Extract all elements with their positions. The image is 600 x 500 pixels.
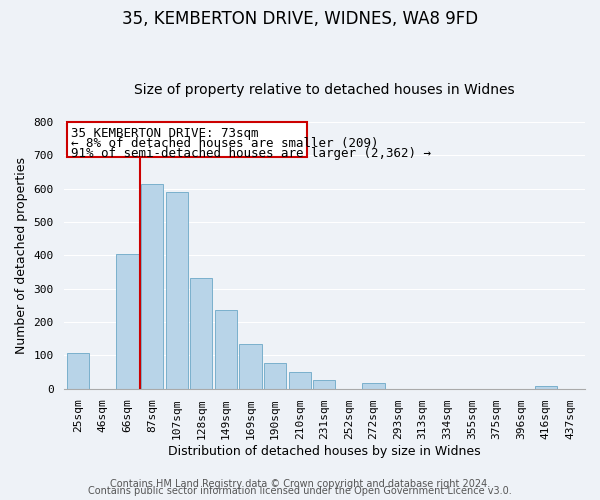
Text: ← 8% of detached houses are smaller (209): ← 8% of detached houses are smaller (209…	[71, 137, 379, 150]
Text: 35, KEMBERTON DRIVE, WIDNES, WA8 9FD: 35, KEMBERTON DRIVE, WIDNES, WA8 9FD	[122, 10, 478, 28]
Bar	[215, 310, 237, 388]
Text: 35 KEMBERTON DRIVE: 73sqm: 35 KEMBERTON DRIVE: 73sqm	[71, 127, 259, 140]
X-axis label: Distribution of detached houses by size in Widnes: Distribution of detached houses by size …	[168, 444, 481, 458]
Y-axis label: Number of detached properties: Number of detached properties	[15, 157, 28, 354]
Title: Size of property relative to detached houses in Widnes: Size of property relative to detached ho…	[134, 83, 515, 97]
Bar	[190, 278, 212, 388]
Bar	[313, 380, 335, 388]
Bar	[535, 386, 557, 388]
Bar	[289, 372, 311, 388]
Text: Contains public sector information licensed under the Open Government Licence v3: Contains public sector information licen…	[88, 486, 512, 496]
Bar	[67, 353, 89, 388]
Bar	[166, 192, 188, 388]
Bar	[264, 364, 286, 388]
Bar	[141, 184, 163, 388]
Bar	[239, 344, 262, 388]
Bar	[67, 122, 307, 157]
Bar	[116, 254, 139, 388]
Text: 91% of semi-detached houses are larger (2,362) →: 91% of semi-detached houses are larger (…	[71, 147, 431, 160]
Bar	[362, 384, 385, 388]
Text: Contains HM Land Registry data © Crown copyright and database right 2024.: Contains HM Land Registry data © Crown c…	[110, 479, 490, 489]
